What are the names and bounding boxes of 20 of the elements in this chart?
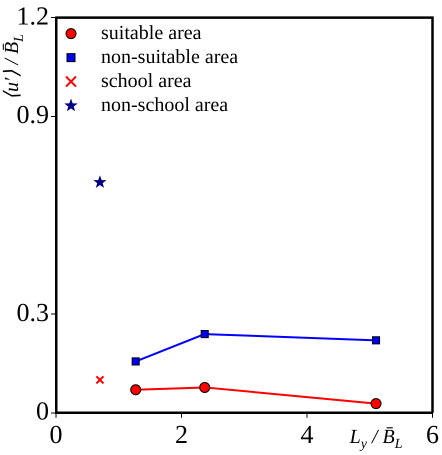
point <box>370 398 382 410</box>
point <box>199 382 210 393</box>
x-tick-label: 2 <box>175 420 188 450</box>
x-tick-label: 6 <box>426 420 439 450</box>
point <box>95 375 104 384</box>
legend-label: non-suitable area <box>101 46 238 68</box>
point <box>130 384 142 396</box>
x-tick-label: 4 <box>300 420 314 450</box>
y-axis-title: ⟨u′⟩ / B̄L <box>1 34 27 100</box>
y-tick-label: 0 <box>36 396 49 426</box>
y-tick-label: 0.9 <box>16 100 49 130</box>
legend-label: suitable area <box>101 22 202 44</box>
legend-label: school area <box>101 70 192 92</box>
point <box>132 357 140 366</box>
point <box>200 330 209 338</box>
point <box>94 176 106 188</box>
y-tick-label: 0.3 <box>16 298 49 327</box>
point <box>372 336 380 344</box>
y-tick-label: 1.2 <box>16 1 49 30</box>
legend-label: non-school area <box>101 94 228 116</box>
